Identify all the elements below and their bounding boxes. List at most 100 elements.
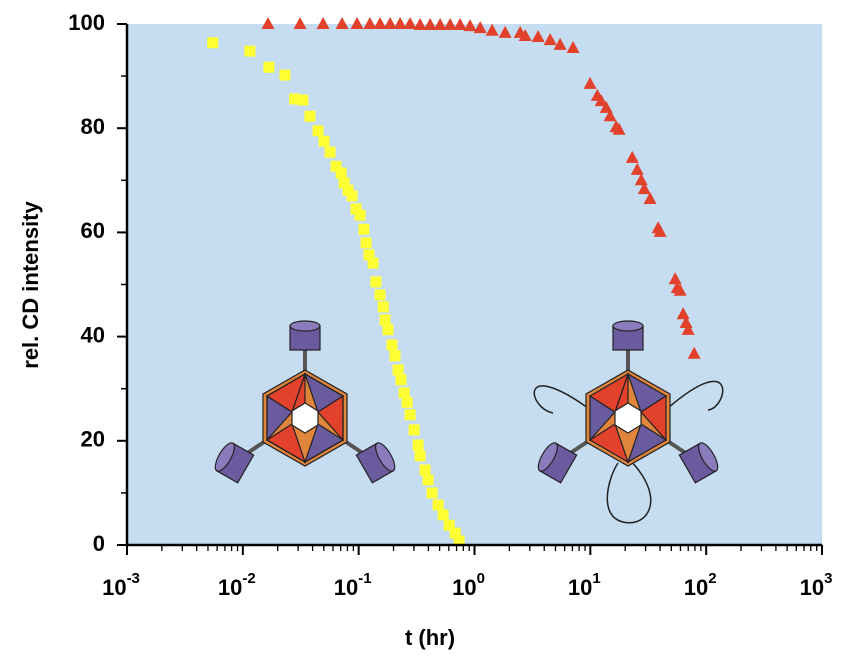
square-marker	[426, 487, 438, 499]
x-axis-label: t (hr)	[405, 625, 455, 650]
x-tick-exponent: -3	[127, 570, 140, 587]
x-tick-exponent: -2	[242, 570, 255, 587]
y-tick-label: 60	[81, 218, 105, 243]
triangle-marker	[687, 346, 701, 359]
x-tick-label: 103	[800, 570, 833, 600]
x-tick-base: 10	[334, 575, 358, 600]
square-marker	[335, 167, 347, 179]
square-marker	[360, 237, 372, 249]
square-marker	[304, 110, 316, 122]
triangle-marker	[433, 18, 447, 31]
triangle-marker	[637, 182, 651, 195]
x-tick-label: 101	[568, 570, 601, 600]
triangle-marker	[518, 28, 532, 41]
square-marker	[412, 439, 424, 451]
triangle-marker	[599, 100, 613, 113]
square-marker	[370, 276, 382, 288]
square-marker	[379, 314, 391, 326]
x-tick-base: 10	[452, 575, 476, 600]
square-marker	[342, 184, 354, 196]
x-tick-label: 10-1	[334, 570, 372, 600]
square-marker	[432, 499, 444, 511]
triangle-marker	[676, 307, 690, 320]
square-marker	[386, 339, 398, 351]
square-marker	[389, 350, 401, 362]
x-tick-exponent: 3	[824, 570, 832, 587]
square-marker	[422, 474, 434, 486]
triangle-marker	[393, 17, 407, 29]
square-marker	[453, 535, 465, 547]
x-tick-exponent: -1	[358, 570, 371, 587]
square-marker	[324, 146, 336, 158]
x-tick-label: 10-2	[218, 570, 256, 600]
triangle-marker	[594, 94, 608, 107]
triangle-marker	[612, 122, 626, 135]
square-marker	[289, 93, 301, 105]
triangle-marker	[673, 283, 687, 296]
triangle-marker	[643, 192, 657, 205]
x-tick-label: 10-3	[102, 570, 140, 600]
x-tick-base: 10	[800, 575, 824, 600]
y-tick-label: 20	[81, 427, 105, 452]
square-marker	[382, 324, 394, 336]
y-tick-label: 100	[68, 10, 105, 35]
triangle-marker	[316, 17, 330, 29]
square-marker	[443, 519, 455, 531]
square-marker	[404, 409, 416, 421]
triangle-marker	[383, 17, 397, 29]
square-marker	[346, 190, 358, 202]
x-tick-base: 10	[102, 575, 126, 600]
square-marker	[408, 424, 420, 436]
square-marker	[398, 387, 410, 399]
triangle-marker	[603, 109, 617, 122]
square-marker	[377, 301, 389, 313]
triangle-marker	[453, 18, 467, 31]
triangle-marker	[625, 150, 639, 163]
square-marker	[363, 249, 375, 261]
square-marker	[263, 61, 275, 73]
triangle-marker	[485, 23, 499, 36]
square-marker	[354, 209, 366, 221]
triangle-marker	[335, 17, 349, 29]
y-tick-label: 80	[81, 114, 105, 139]
x-tick-exponent: 2	[708, 570, 716, 587]
triangle-marker	[463, 19, 477, 32]
triangle-marker	[498, 25, 512, 38]
triangle-marker	[350, 17, 364, 29]
molecule-illustrations	[214, 320, 724, 524]
triangle-marker	[413, 18, 427, 31]
square-marker	[414, 450, 426, 462]
square-marker	[207, 37, 219, 49]
molecule-right	[533, 320, 724, 524]
y-tick-label: 0	[93, 531, 105, 556]
square-marker	[449, 527, 461, 539]
molecule-left	[214, 320, 396, 484]
square-marker	[318, 135, 330, 147]
x-tick-base: 10	[684, 575, 708, 600]
triangle-marker	[363, 17, 377, 29]
triangle-marker	[423, 18, 437, 31]
x-tick-base: 10	[568, 575, 592, 600]
x-tick-label: 102	[684, 570, 717, 600]
triangle-marker	[553, 37, 567, 50]
square-marker	[419, 464, 431, 476]
triangle-marker	[653, 224, 667, 237]
x-tick-label: 100	[452, 570, 485, 600]
triangle-marker	[681, 322, 695, 335]
triangle-marker	[630, 162, 644, 175]
triangle-marker	[373, 17, 387, 29]
triangle-marker	[543, 33, 557, 46]
square-marker	[437, 509, 449, 521]
square-marker	[244, 45, 256, 57]
square-marker	[330, 160, 342, 172]
triangle-marker	[634, 173, 648, 186]
square-marker	[395, 374, 407, 386]
square-marker	[350, 203, 362, 215]
triangle-marker	[668, 272, 682, 285]
triangle-marker	[566, 40, 580, 53]
y-tick-label: 40	[81, 322, 105, 347]
square-marker	[392, 364, 404, 376]
triangle-marker	[293, 17, 307, 29]
square-marker	[401, 396, 413, 408]
